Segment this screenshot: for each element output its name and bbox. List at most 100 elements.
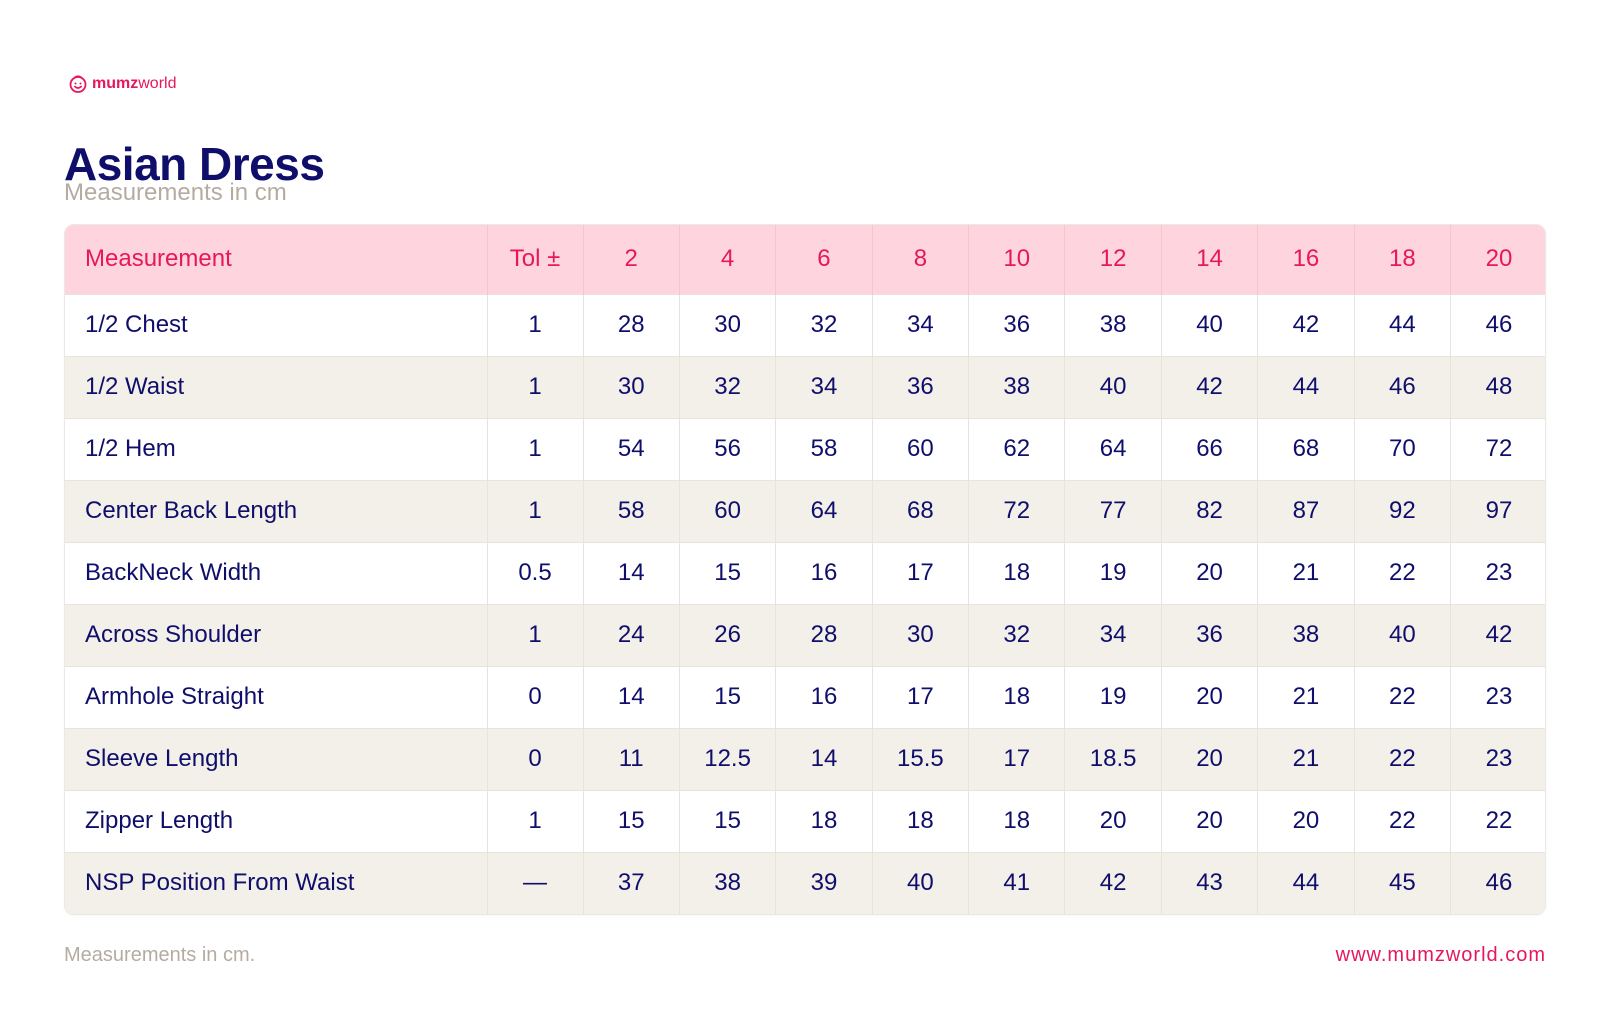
size-value-cell: 22 [1353,541,1451,604]
table-row: Center Back Length 1 58 60 64 68 72 77 82 87 92 97 [65,479,1545,542]
size-value-cell: 15 [678,665,776,728]
tolerance-cell: 1 [486,417,583,480]
column-header-size: 6 [775,225,873,294]
size-value-cell: 68 [871,479,969,542]
size-value-cell: 19 [1064,541,1162,604]
size-value-cell: 14 [775,727,873,790]
measurement-name-cell: 1/2 Waist [65,355,487,418]
size-value-cell: 44 [1257,851,1355,914]
website-link[interactable]: www.mumzworld.com [1335,944,1546,966]
measurement-name-cell: Center Back Length [65,479,487,542]
size-value-cell: 42 [1160,355,1258,418]
size-value-cell: 44 [1257,355,1355,418]
size-value-cell: 60 [678,479,776,542]
size-value-cell: 32 [968,603,1065,666]
size-value-cell: 14 [582,665,680,728]
size-value-cell: 60 [871,417,969,480]
measurement-name-cell: Sleeve Length [65,727,487,790]
size-value-cell: 24 [582,603,680,666]
size-value-cell: 38 [968,355,1065,418]
size-value-cell: 15.5 [871,727,969,790]
size-value-cell: 42 [1450,603,1545,666]
size-value-cell: 22 [1353,789,1451,852]
column-header-size: 4 [678,225,776,294]
size-value-cell: 68 [1257,417,1355,480]
size-value-cell: 38 [678,851,776,914]
size-value-cell: 23 [1450,541,1545,604]
size-value-cell: 14 [582,541,680,604]
measurement-name-cell: BackNeck Width [65,541,487,604]
size-value-cell: 42 [1064,851,1162,914]
table-row: 1/2 Waist 1 30 32 34 36 38 40 42 44 46 48 [65,355,1545,418]
size-value-cell: 58 [775,417,873,480]
size-value-cell: 36 [968,293,1065,356]
brand-logo: mumzworld [68,74,176,94]
tolerance-cell: — [486,851,583,914]
footer-note: Measurements in cm. [64,944,256,966]
size-value-cell: 21 [1257,727,1355,790]
size-value-cell: 37 [582,851,680,914]
table-row: Across Shoulder 1 24 26 28 30 32 34 36 38 40 42 [65,603,1545,666]
tolerance-cell: 1 [486,293,583,356]
size-value-cell: 18 [968,541,1065,604]
size-value-cell: 56 [678,417,776,480]
size-value-cell: 20 [1160,789,1258,852]
size-value-cell: 16 [775,541,873,604]
size-value-cell: 97 [1450,479,1545,542]
size-value-cell: 46 [1450,293,1545,356]
measurement-name-cell: Zipper Length [65,789,487,852]
size-value-cell: 21 [1257,541,1355,604]
table-row: 1/2 Chest 1 28 30 32 34 36 38 40 42 44 46 [65,293,1545,356]
size-value-cell: 34 [871,293,969,356]
tolerance-cell: 1 [486,603,583,666]
tolerance-cell: 0.5 [486,541,583,604]
size-value-cell: 26 [678,603,776,666]
size-value-cell: 20 [1160,727,1258,790]
size-value-cell: 62 [968,417,1065,480]
measurement-name-cell: 1/2 Hem [65,417,487,480]
size-value-cell: 92 [1353,479,1451,542]
size-value-cell: 30 [678,293,776,356]
page-title: Asian Dress [64,138,325,190]
size-value-cell: 20 [1160,541,1258,604]
size-value-cell: 17 [871,541,969,604]
size-value-cell: 38 [1064,293,1162,356]
size-value-cell: 16 [775,665,873,728]
size-value-cell: 72 [1450,417,1545,480]
measurement-name-cell: NSP Position From Waist [65,851,487,914]
size-value-cell: 58 [582,479,680,542]
size-value-cell: 48 [1450,355,1545,418]
size-value-cell: 41 [968,851,1065,914]
size-value-cell: 43 [1160,851,1258,914]
table-row: 1/2 Hem 1 54 56 58 60 62 64 66 68 70 72 [65,417,1545,480]
size-value-cell: 42 [1257,293,1355,356]
size-value-cell: 22 [1353,727,1451,790]
size-value-cell: 45 [1353,851,1451,914]
size-value-cell: 28 [775,603,873,666]
size-value-cell: 20 [1064,789,1162,852]
table-header-row: Measurement Tol ±2 4 6 8 10 12 14 16 18 20 [65,225,1545,294]
size-value-cell: 28 [582,293,680,356]
page-subtitle: Measurements in cm [64,179,287,206]
size-value-cell: 44 [1353,293,1451,356]
tolerance-cell: 1 [486,355,583,418]
size-value-cell: 18 [775,789,873,852]
size-value-cell: 20 [1160,665,1258,728]
table-row: Zipper Length 1 15 15 18 18 18 20 20 20 22 22 [65,789,1545,852]
size-value-cell: 12.5 [678,727,776,790]
size-value-cell: 20 [1257,789,1355,852]
size-value-cell: 15 [678,541,776,604]
column-header-size: 18 [1353,225,1451,294]
tolerance-cell: 0 [486,727,583,790]
size-value-cell: 36 [1160,603,1258,666]
measurement-name-cell: Across Shoulder [65,603,487,666]
measurement-name-cell: Armhole Straight [65,665,487,728]
size-value-cell: 15 [678,789,776,852]
size-value-cell: 32 [678,355,776,418]
size-value-cell: 34 [775,355,873,418]
size-value-cell: 23 [1450,727,1545,790]
tolerance-cell: 0 [486,665,583,728]
size-value-cell: 72 [968,479,1065,542]
table-row: Armhole Straight 0 14 15 16 17 18 19 20 21 22 23 [65,665,1545,728]
size-value-cell: 19 [1064,665,1162,728]
